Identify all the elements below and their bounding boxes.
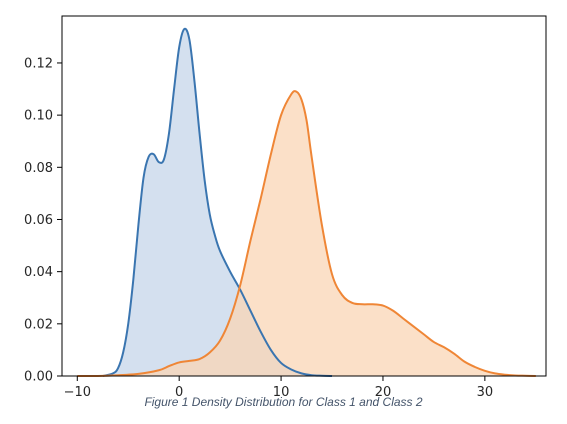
x-tick-label: 0	[175, 385, 183, 400]
x-tick-label: 20	[375, 385, 392, 400]
x-tick-label: 30	[477, 385, 494, 400]
x-axis: −10 0 10 20 30	[64, 376, 494, 400]
y-axis: 0.00 0.02 0.04 0.06 0.08 0.10 0.12	[24, 56, 62, 385]
density-areas	[77, 28, 536, 377]
density-area-series-1	[102, 28, 333, 377]
y-tick-label: 0.02	[24, 317, 53, 332]
density-line-series-1	[102, 27, 333, 377]
y-tick-label: 0.08	[24, 161, 53, 176]
density-area-series-2	[77, 91, 536, 377]
y-tick-label: 0.12	[24, 56, 53, 71]
plot-frame	[61, 15, 547, 377]
density-lines	[77, 27, 536, 378]
figure-caption: Figure 1 Density Distribution for Class …	[144, 395, 423, 409]
y-tick-label: 0.10	[24, 109, 53, 124]
x-tick-label: −10	[64, 385, 91, 400]
x-tick-label: 10	[273, 385, 290, 400]
density-line-series-2	[77, 90, 536, 378]
y-tick-label: 0.04	[24, 265, 53, 280]
y-tick-label: 0.06	[24, 213, 53, 228]
y-tick-label: 0.00	[24, 370, 53, 385]
